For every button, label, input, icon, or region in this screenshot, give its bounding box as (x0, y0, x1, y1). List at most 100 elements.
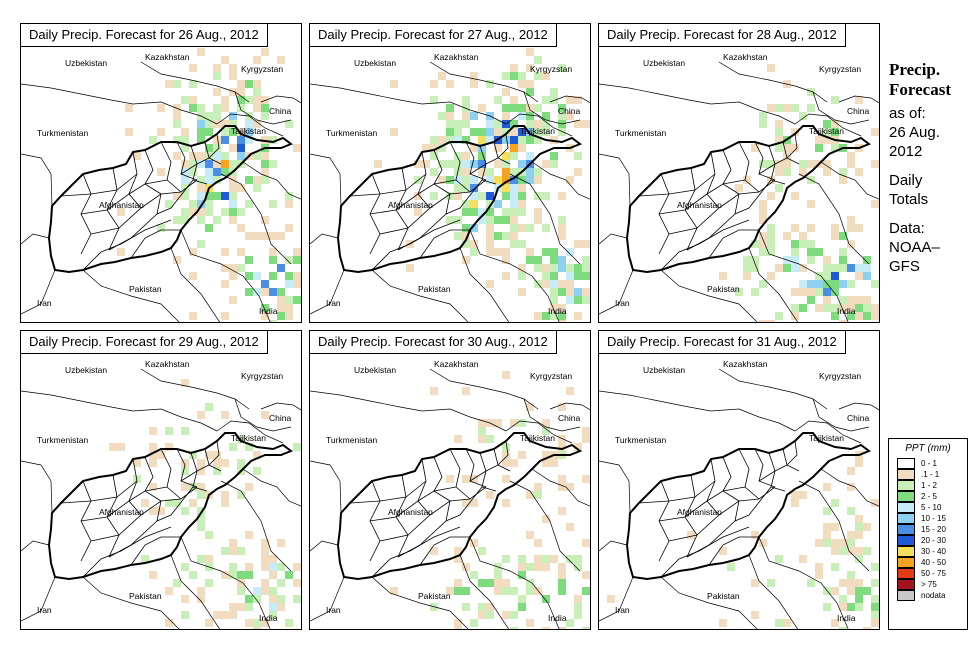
precip-cell (454, 435, 462, 443)
province-border (180, 464, 210, 482)
precip-cell (197, 128, 205, 136)
country-label-iran: Iran (37, 298, 52, 308)
country-border (310, 269, 345, 315)
precip-cell (534, 208, 542, 216)
precip-cell (534, 563, 542, 571)
precip-cell (847, 539, 855, 547)
precip-cell (221, 136, 229, 144)
precip-cell (558, 320, 566, 322)
precip-cell (558, 587, 566, 595)
precip-cell (759, 539, 767, 547)
precip-cell (189, 104, 197, 112)
precip-cell (759, 216, 767, 224)
country-label-iran: Iran (37, 605, 52, 615)
precip-cell (807, 240, 815, 248)
data-source-1: NOAA– (889, 239, 940, 256)
province-border (786, 133, 798, 159)
precip-cell (261, 216, 269, 224)
precip-cell (261, 288, 269, 296)
precip-cell (799, 288, 807, 296)
precip-cell (526, 168, 534, 176)
precip-cell (478, 427, 486, 435)
precip-cell (229, 120, 237, 128)
country-border (21, 153, 53, 207)
precip-cell (823, 136, 831, 144)
precip-cell (454, 120, 462, 128)
precip-cell (831, 547, 839, 555)
country-border (599, 576, 634, 622)
precip-cell (823, 603, 831, 611)
precip-cell (197, 595, 205, 603)
country-border (505, 113, 573, 137)
precip-cell (871, 499, 879, 507)
precip-cell (462, 240, 470, 248)
province-border (60, 480, 138, 504)
precip-cell (237, 184, 245, 192)
precip-cell (438, 72, 446, 80)
precip-cell (478, 435, 486, 443)
precip-cell (189, 272, 197, 280)
precip-cell (438, 144, 446, 152)
precip-cell (197, 459, 205, 467)
province-border (469, 157, 499, 175)
precip-cell (269, 256, 277, 264)
precip-cell (550, 264, 558, 272)
precip-cell (277, 288, 285, 296)
precip-cell (823, 296, 831, 304)
precip-cell (542, 128, 550, 136)
precip-cell (189, 160, 197, 168)
precip-cell (518, 200, 526, 208)
precip-cell (550, 280, 558, 288)
precip-cell (823, 160, 831, 168)
precip-cell (462, 563, 470, 571)
precip-cell (791, 264, 799, 272)
precip-cell (261, 96, 269, 104)
precip-cell (767, 192, 775, 200)
country-label-kyrgyzstan: Kyrgyzstan (241, 371, 283, 381)
precip-cell (566, 483, 574, 491)
precip-cell (590, 547, 591, 555)
precip-cell (245, 120, 253, 128)
precip-cell (518, 419, 526, 427)
precip-cell (558, 443, 566, 451)
precip-cell (470, 539, 478, 547)
country-label-iran: Iran (326, 298, 341, 308)
precip-cell (823, 523, 831, 531)
precip-cell (261, 579, 269, 587)
precip-cell (478, 128, 486, 136)
precip-cell (518, 595, 526, 603)
province-border (465, 448, 487, 488)
legend-swatch (897, 502, 915, 513)
precip-cell (807, 579, 815, 587)
legend-swatch (897, 524, 915, 535)
precip-cell (847, 152, 855, 160)
precip-cell (775, 619, 783, 627)
precip-cell (197, 411, 205, 419)
precip-cell (815, 571, 823, 579)
precip-cell (245, 96, 253, 104)
precip-cell (269, 272, 277, 280)
precip-cell (526, 112, 534, 120)
legend-label: nodata (921, 591, 946, 600)
legend-swatch (897, 568, 915, 579)
precip-cell (510, 120, 518, 128)
precip-cell (189, 96, 197, 104)
country-label-kyrgyzstan: Kyrgyzstan (530, 371, 572, 381)
precip-cell (502, 443, 510, 451)
precip-cell (871, 619, 879, 627)
precip-cell (791, 312, 799, 320)
country-border (260, 95, 301, 104)
country-border (820, 468, 879, 507)
precip-cell (815, 136, 823, 144)
precip-cell (510, 72, 518, 80)
precip-cell (518, 288, 526, 296)
precip-cell (823, 120, 831, 128)
precip-cell (791, 192, 799, 200)
precip-cell (847, 603, 855, 611)
precip-cell (462, 256, 470, 264)
precip-cell (574, 272, 582, 280)
country-label-china: China (847, 106, 869, 116)
precip-cell (269, 571, 277, 579)
precip-cell (189, 200, 197, 208)
precip-cell (422, 144, 430, 152)
